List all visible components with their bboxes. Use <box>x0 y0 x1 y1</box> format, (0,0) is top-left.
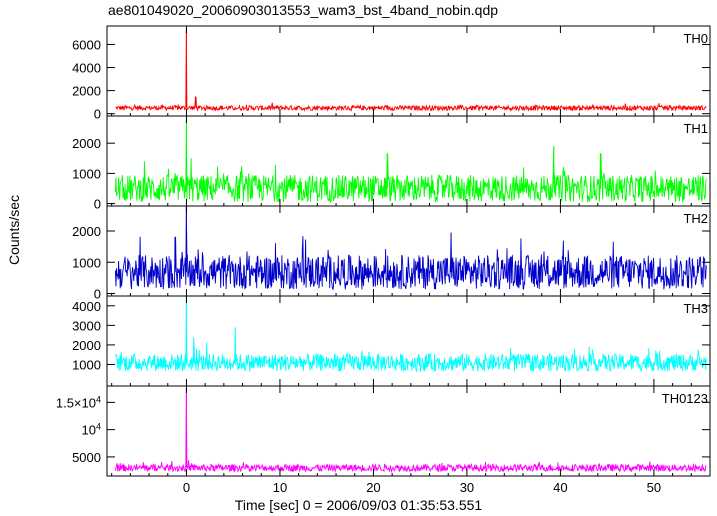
panel-frame-th2 <box>106 205 711 297</box>
x-tick-label: 20 <box>366 480 380 495</box>
panel-frame-th0 <box>106 25 711 117</box>
y-tick-label: 0 <box>94 287 101 302</box>
panel-label-th3: TH3 <box>683 301 708 316</box>
series-line-th0123 <box>114 388 707 474</box>
y-tick-label: 2000 <box>72 84 101 99</box>
y-tick-label: 2000 <box>72 136 101 151</box>
y-tick-label: 1.5×104 <box>56 394 101 410</box>
y-tick-label: 5000 <box>72 450 101 465</box>
y-tick-label: 2000 <box>72 224 101 239</box>
series-line-th0 <box>115 28 707 112</box>
y-tick-label: 4000 <box>72 61 101 76</box>
panel-frame-th0123 <box>106 385 711 477</box>
x-tick-label: 0 <box>183 480 190 495</box>
series-line-th3 <box>115 296 707 373</box>
x-tick-label: 30 <box>460 480 474 495</box>
y-tick-label: 4000 <box>72 299 101 314</box>
panel-label-th0: TH0 <box>683 31 708 46</box>
series-line-th2 <box>114 205 707 291</box>
y-tick-label: 1000 <box>72 255 101 270</box>
x-tick-label: 40 <box>553 480 567 495</box>
y-tick-label: 0 <box>94 197 101 212</box>
y-tick-label: 1000 <box>72 166 101 181</box>
y-tick-label: 0 <box>94 107 101 122</box>
y-tick-label: 104 <box>82 422 101 438</box>
x-axis-label: Time [sec] 0 = 2006/09/03 01:35:53.551 <box>234 497 483 513</box>
series-line-th1 <box>114 120 707 204</box>
y-tick-label: 3000 <box>72 318 101 333</box>
y-tick-label: 1000 <box>72 357 101 372</box>
panel-frame-th3 <box>106 295 711 387</box>
y-tick-label: 6000 <box>72 37 101 52</box>
y-tick-label: 2000 <box>72 338 101 353</box>
panel-label-th2: TH2 <box>683 211 708 226</box>
chart-title: ae801049020_20060903013553_wam3_bst_4ban… <box>108 2 499 18</box>
y-axis-label: Counts/sec <box>6 194 22 265</box>
panel-label-th0123: TH0123 <box>662 391 708 406</box>
x-tick-label: 10 <box>273 480 287 495</box>
x-tick-label: 50 <box>647 480 661 495</box>
panel-label-th1: TH1 <box>683 121 708 136</box>
